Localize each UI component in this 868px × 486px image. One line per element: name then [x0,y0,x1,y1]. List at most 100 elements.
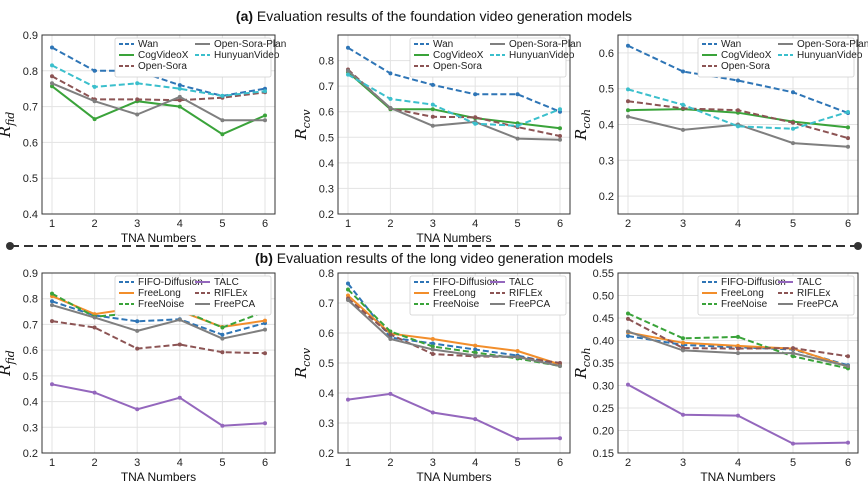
data-point [92,315,97,320]
series-line [627,44,849,114]
y-tick-label: 0.6 [319,328,334,340]
data-point [430,337,435,341]
y-tick-label: 0.7 [319,81,334,93]
x-tick-label: 6 [557,218,563,230]
data-point [220,118,225,123]
legend-box [114,37,272,78]
y-axis-label: Rcoh [572,109,593,141]
legend-box [409,37,567,78]
data-point [177,317,182,322]
y-tick-label: 0.9 [23,30,38,42]
legend-label: TALC [214,277,239,288]
data-point [92,390,97,395]
y-tick-label: 0.50 [593,291,614,303]
y-tick-label: 0.2 [319,209,334,221]
data-point [791,90,795,95]
divider-end-dot [854,242,862,250]
data-point [515,123,520,128]
y-tick-label: 0.3 [599,155,614,167]
data-point [736,124,740,129]
data-point [430,410,435,415]
data-point [177,83,182,88]
data-point [92,68,97,73]
series-line [51,383,266,427]
x-tick-label: 4 [735,218,741,230]
x-tick-label: 1 [49,218,55,230]
x-tick-label: 3 [680,218,686,230]
data-point [430,107,435,112]
data-point [681,348,685,353]
data-point [220,423,225,428]
data-point [50,63,54,68]
y-tick-label: 0.4 [599,120,614,132]
data-point [791,441,795,446]
data-point [626,114,630,119]
legend-label: FreeLong [138,288,181,299]
x-tick-label: 2 [92,218,98,230]
x-tick-label: 5 [219,218,225,230]
data-point [92,99,97,104]
data-point [846,354,850,359]
legend-label: Open-Sora-Plan [214,39,286,50]
data-point [681,102,685,107]
x-tick-label: 1 [345,218,351,230]
x-tick-label: 2 [387,457,393,469]
data-point [430,102,435,107]
x-tick-label: 6 [557,457,563,469]
data-point [515,92,520,97]
x-tick-label: 6 [845,218,851,230]
x-tick-label: 4 [177,218,183,230]
data-point [473,347,478,352]
y-tick-label: 0.20 [593,426,614,438]
x-tick-label: 5 [515,457,521,469]
data-point [388,391,393,396]
legend-label: Open-Sora [721,61,770,72]
data-point [135,97,140,102]
y-tick-label: 0.4 [319,388,334,400]
legend-label: RIFLEx [214,288,247,299]
y-tick-label: 0.8 [23,66,38,78]
y-axis-label: Rcov [292,347,313,379]
y-tick-label: 0.30 [593,381,614,393]
legend-label: FreePCA [214,299,255,310]
legend-label: FIFO-Diffusion [721,277,786,288]
data-point [263,113,267,118]
legend-label: FreePCA [509,299,550,310]
data-point [50,291,54,296]
data-point [681,69,685,74]
data-point [473,343,478,348]
data-point [135,319,140,324]
data-point [515,436,520,441]
plot-frame [337,272,571,454]
data-point [558,436,562,441]
data-point [50,299,54,304]
y-tick-label: 0.6 [319,107,334,119]
data-point [430,123,435,128]
data-point [346,281,350,286]
data-point [736,334,740,339]
data-point [736,346,740,351]
data-point [791,351,795,356]
x-tick-label: 1 [49,457,55,469]
data-point [430,344,435,349]
data-point [473,350,478,355]
data-point [846,125,850,130]
data-point [736,108,740,113]
data-point [388,329,393,334]
y-tick-label: 0.2 [23,448,38,460]
y-tick-label: 0.7 [319,298,334,310]
y-tick-label: 0.2 [319,448,334,460]
series-line [51,64,266,97]
y-tick-label: 0.7 [23,319,38,331]
data-point [50,81,54,86]
legend-label: Wan [721,39,741,50]
data-point [135,112,140,117]
data-point [92,117,97,122]
legend-label: TALC [797,277,822,288]
data-point [626,43,630,48]
data-point [846,144,850,149]
x-tick-label: 4 [735,457,741,469]
data-point [791,141,795,146]
data-point [558,361,562,365]
series-line [51,75,266,102]
